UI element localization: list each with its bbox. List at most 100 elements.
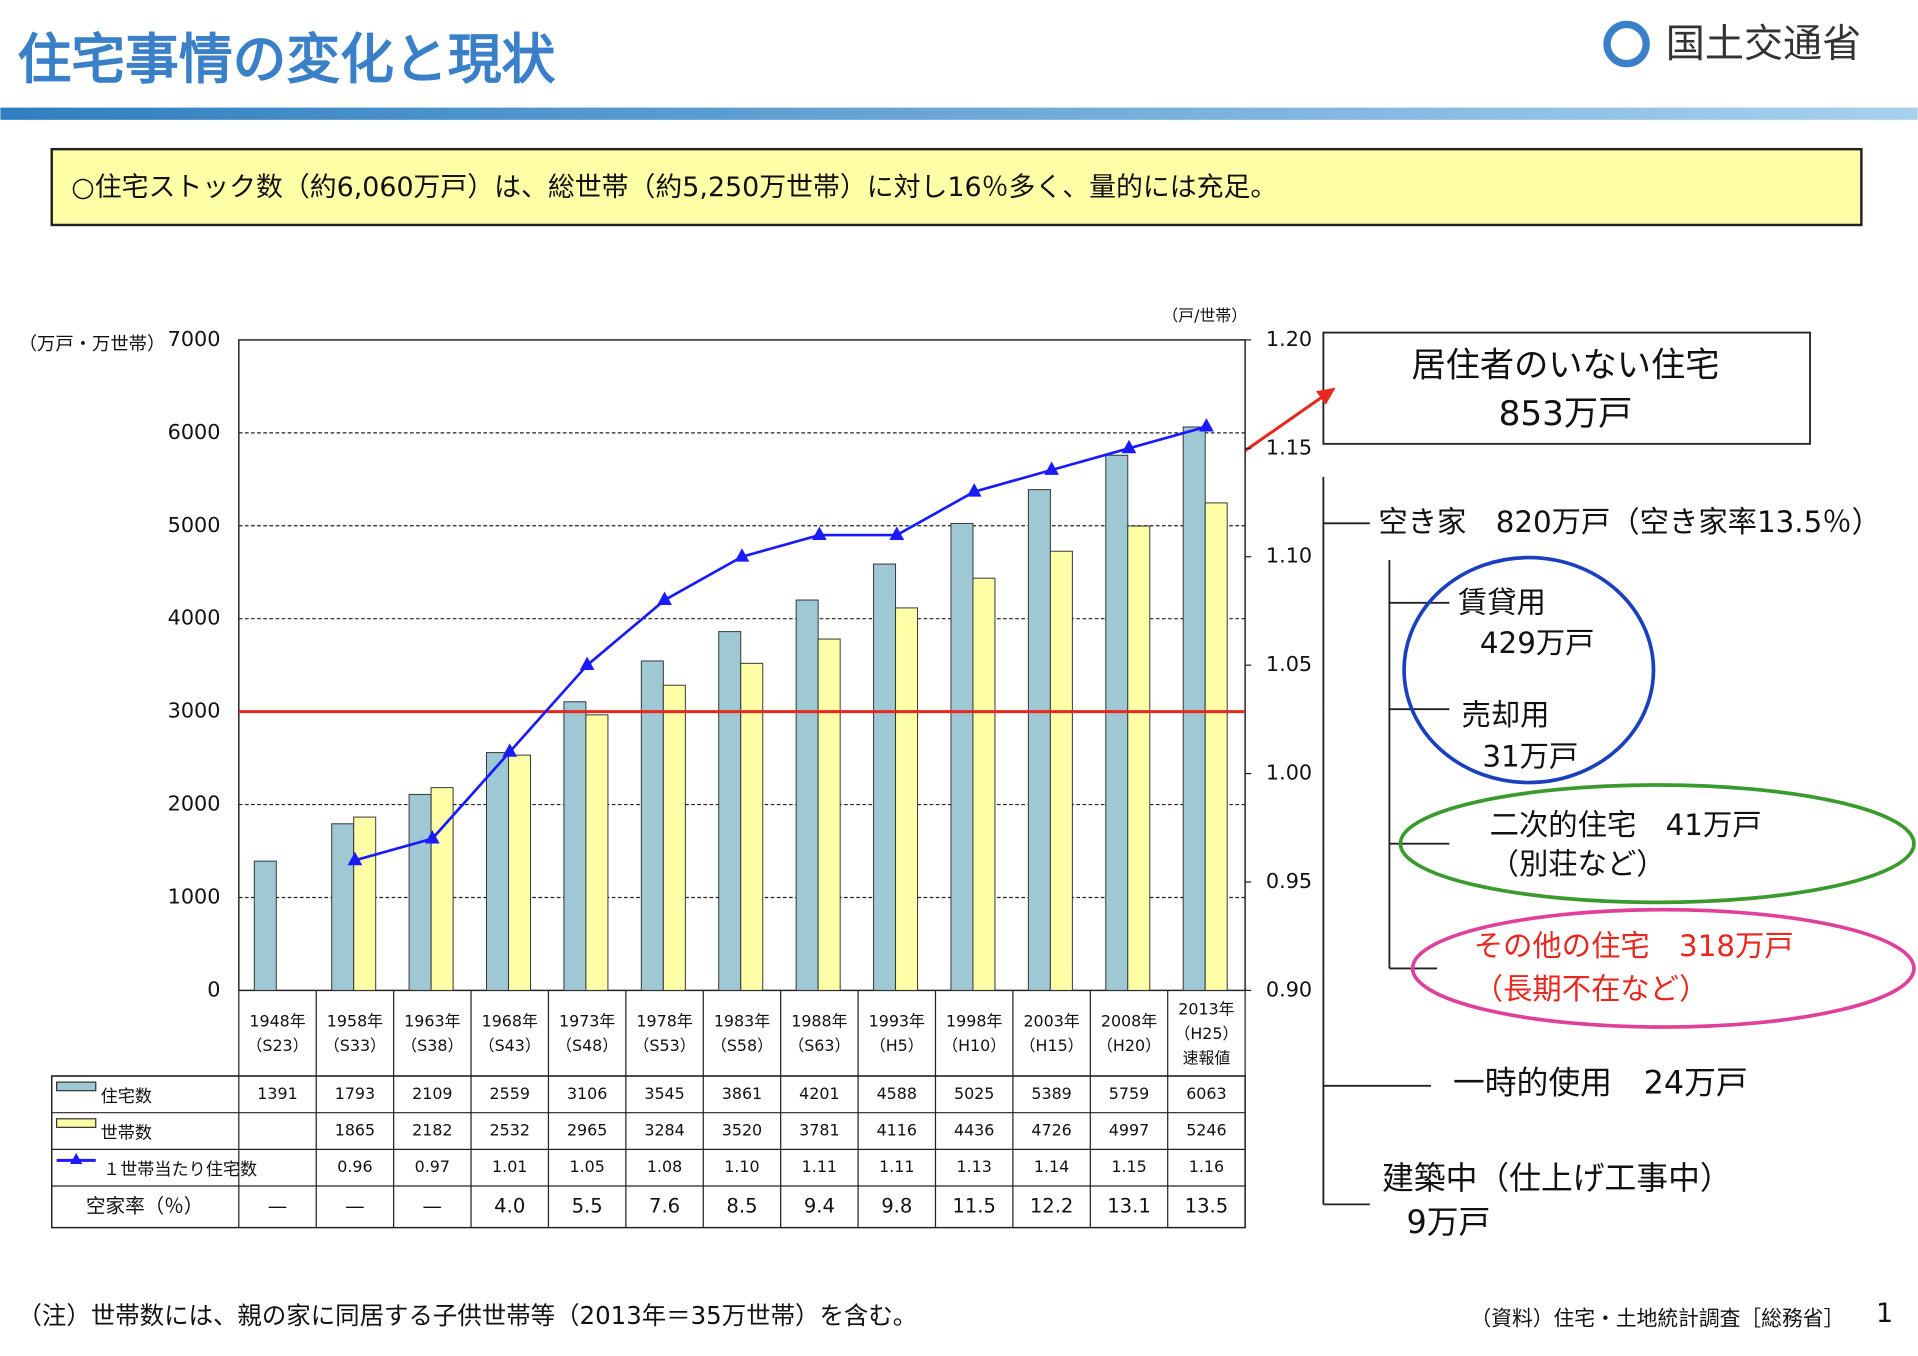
bar	[585, 714, 609, 991]
x-tick-label: （H25）	[1174, 1024, 1238, 1043]
table-cell: 6063	[1186, 1084, 1226, 1103]
x-tick-label: 1988年	[791, 1012, 847, 1031]
y2-tick-label: 1.10	[1266, 544, 1312, 568]
source: （資料）住宅・土地統計調査［総務省］	[1470, 1306, 1844, 1330]
circle-blue	[1402, 555, 1656, 785]
x-tick-label: （H5）	[870, 1036, 924, 1055]
bar	[1049, 550, 1073, 991]
table-cell: 4436	[954, 1121, 994, 1140]
bar	[718, 631, 742, 991]
callout: 居住者のいない住宅	[1411, 345, 1719, 385]
marker	[889, 526, 905, 540]
bar	[873, 563, 897, 991]
table-cell: 4726	[1031, 1121, 1071, 1140]
table-cell: 12.2	[1030, 1194, 1074, 1217]
x-tick-label: （H20）	[1097, 1036, 1161, 1055]
table-cell: —	[423, 1194, 443, 1217]
callout: 31万戸	[1482, 740, 1578, 774]
y-tick-label: 3000	[168, 699, 221, 723]
y-tick-label: 4000	[168, 606, 221, 630]
x-tick-label: （S63）	[788, 1036, 850, 1055]
line	[354, 425, 1207, 862]
y-tick-label: 6000	[168, 420, 221, 444]
table-cell: 1793	[335, 1084, 375, 1103]
bar	[353, 816, 377, 991]
bar	[408, 793, 432, 991]
legend-label: 世帯数	[101, 1123, 152, 1143]
bar	[1127, 525, 1151, 991]
marker	[579, 656, 595, 671]
x-tick-label: （S38）	[401, 1036, 463, 1055]
circle-pink	[1410, 907, 1916, 1029]
table-cell: 3545	[644, 1084, 684, 1103]
callout: その他の住宅 318万戸	[1474, 929, 1794, 963]
callout-box	[1322, 331, 1811, 445]
legend-swatch	[56, 1118, 97, 1128]
table-cell: 4.0	[494, 1194, 525, 1217]
table-cell: 2109	[412, 1084, 452, 1103]
y2-tick-label: 0.90	[1266, 977, 1312, 1001]
x-tick-label: （S58）	[711, 1036, 773, 1055]
table-cell: 7.6	[649, 1194, 680, 1217]
bar	[950, 522, 974, 991]
x-tick-label: 1963年	[404, 1012, 460, 1031]
marker	[812, 526, 827, 540]
bar	[563, 701, 587, 991]
bar	[331, 823, 355, 991]
marker	[1044, 461, 1059, 475]
table-cell: 0.97	[415, 1157, 450, 1176]
table-cell: 11.5	[952, 1194, 996, 1217]
table-cell: 1.01	[492, 1157, 527, 1176]
table-cell: 5.5	[572, 1194, 603, 1217]
table-cell: 1.11	[802, 1157, 837, 1176]
arrow	[1241, 394, 1325, 454]
callout: 429万戸	[1480, 626, 1595, 660]
x-tick-label: （S43）	[479, 1036, 541, 1055]
table-cell: 3861	[722, 1084, 762, 1103]
y-tick-label: 5000	[168, 513, 221, 537]
marker	[347, 851, 363, 866]
tree-lines	[1322, 476, 1450, 1206]
x-tick-label: 1973年	[559, 1012, 615, 1031]
callout: 空き家 820万戸（空き家率13.5％）	[1378, 505, 1881, 539]
legend-swatch	[56, 1081, 97, 1092]
table-cell: 3781	[799, 1121, 839, 1140]
table-cell: 3106	[567, 1084, 607, 1103]
x-tick-label: 1948年	[249, 1012, 305, 1031]
table-cell: 2559	[490, 1084, 530, 1103]
table-cell: 1.16	[1189, 1157, 1224, 1176]
y-tick-label: 1000	[168, 884, 221, 908]
header-bar	[0, 107, 1918, 120]
logo: 国土交通省	[1666, 22, 1862, 67]
y2-tick-label: 1.15	[1266, 435, 1312, 459]
table-cell: 8.5	[726, 1194, 757, 1217]
table-cell: 5246	[1186, 1121, 1226, 1140]
table-cell: 13.5	[1185, 1194, 1229, 1217]
callout: 建築中（仕上げ工事中）	[1382, 1160, 1732, 1197]
marker	[734, 548, 750, 562]
y2-tick-label: 1.05	[1266, 652, 1312, 676]
bar	[972, 577, 996, 991]
circle-green	[1398, 783, 1916, 905]
x-tick-label: （H10）	[942, 1036, 1006, 1055]
callout: 賃貸用	[1458, 586, 1546, 620]
marker	[966, 483, 982, 497]
x-tick-label: 1993年	[869, 1012, 925, 1031]
callout: （別荘など）	[1490, 847, 1666, 881]
bar	[817, 638, 841, 991]
bar	[1204, 502, 1228, 991]
table-cell: 0.96	[337, 1157, 372, 1176]
bar	[253, 860, 277, 991]
y2-axis-label: （戸/世帯）	[1162, 306, 1247, 325]
table-cell: 5025	[954, 1084, 994, 1103]
x-tick-label: 1958年	[327, 1012, 383, 1031]
table-cell: 5389	[1031, 1084, 1071, 1103]
table-cell: 2532	[490, 1121, 530, 1140]
table-cell: 4588	[877, 1084, 917, 1103]
callout: （長期不在など）	[1474, 972, 1709, 1006]
table-cell: 1.08	[647, 1157, 682, 1176]
bar	[1105, 454, 1129, 991]
table-cell: 1391	[257, 1084, 297, 1103]
